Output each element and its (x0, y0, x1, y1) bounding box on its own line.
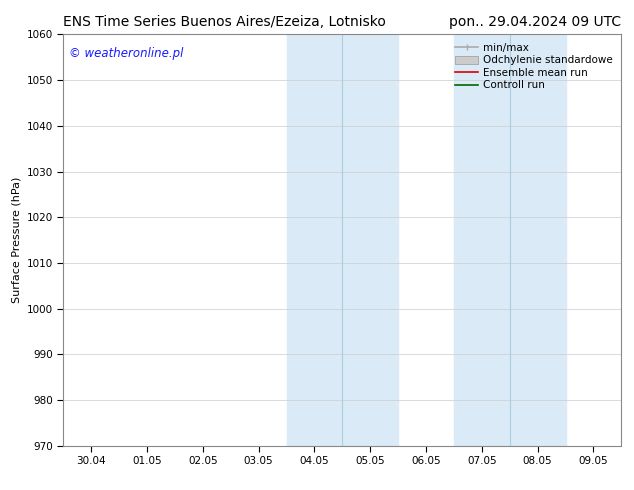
Text: ENS Time Series Buenos Aires/Ezeiza, Lotnisko: ENS Time Series Buenos Aires/Ezeiza, Lot… (63, 15, 386, 29)
Text: © weatheronline.pl: © weatheronline.pl (69, 47, 183, 60)
Y-axis label: Surface Pressure (hPa): Surface Pressure (hPa) (11, 177, 21, 303)
Bar (454, 34, 566, 446)
Bar (287, 34, 398, 446)
Text: pon.. 29.04.2024 09 UTC: pon.. 29.04.2024 09 UTC (450, 15, 621, 29)
Legend: min/max, Odchylenie standardowe, Ensemble mean run, Controll run: min/max, Odchylenie standardowe, Ensembl… (452, 40, 616, 94)
